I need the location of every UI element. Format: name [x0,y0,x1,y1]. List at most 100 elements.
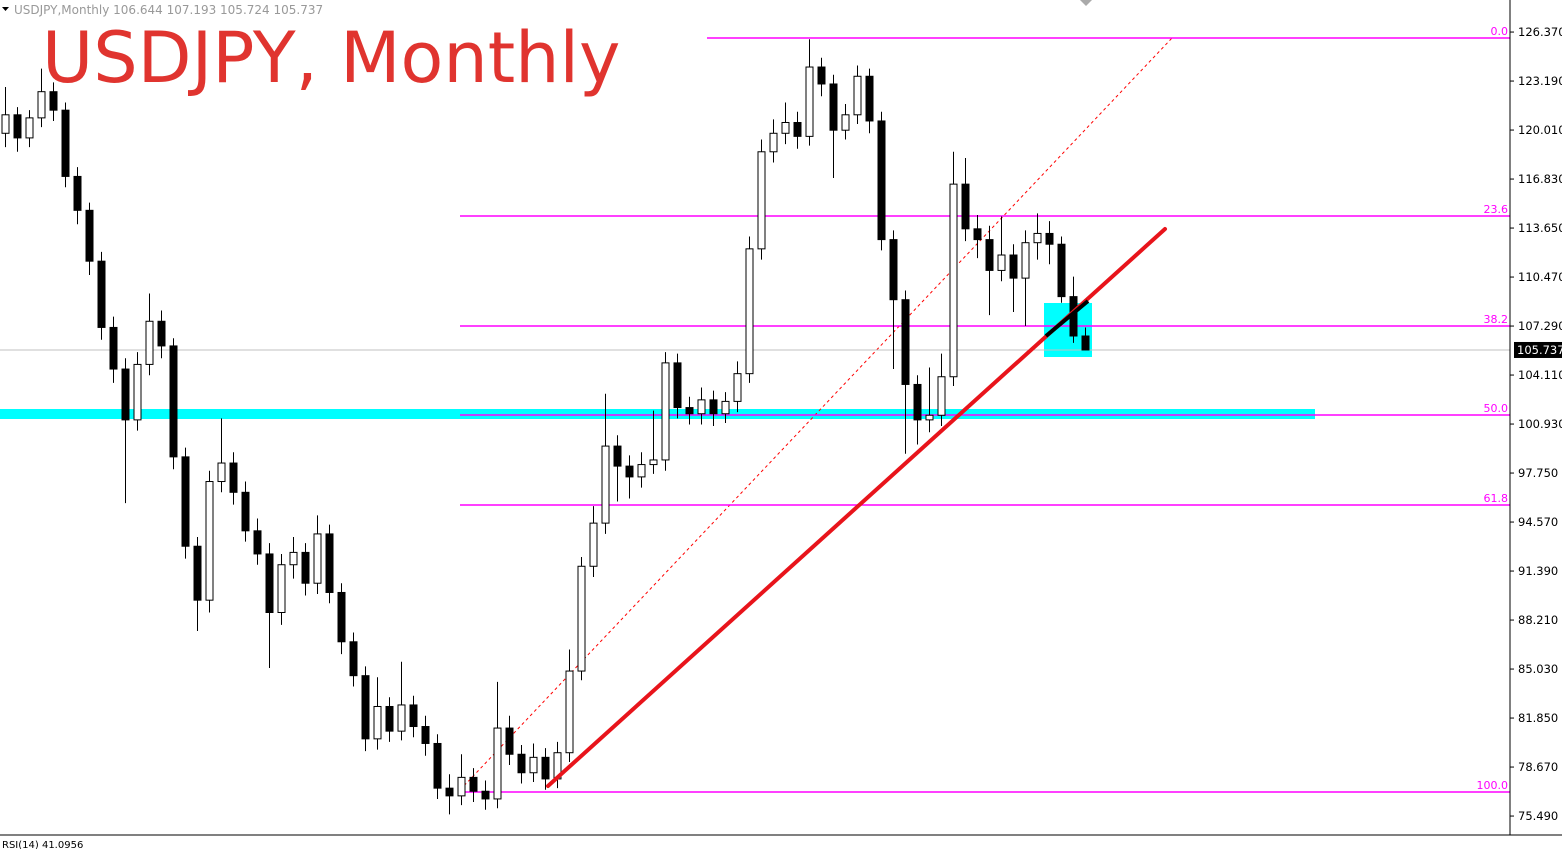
candle-body [373,705,382,740]
candle-body [961,183,970,230]
candle-body [577,565,586,672]
candle-body [1,114,10,134]
candle-body [61,109,70,177]
candle-body [145,320,154,365]
indicator-label: RSI(14) 41.0956 [2,840,83,849]
candle-body [469,776,478,792]
candle-body [109,326,118,370]
candle-body [709,399,718,415]
drawing-layer [0,37,1510,793]
menu-arrow [2,7,9,11]
candle-body [397,704,406,732]
last-price-label: 105.737 [1517,343,1562,357]
candle-body [685,407,694,415]
y-tick-label: 81.850 [1518,711,1558,725]
candle-body [517,753,526,774]
candle-body [829,83,838,131]
support-band [0,409,1315,419]
candle-body [37,91,46,119]
candle-body [613,445,622,467]
candle-body [73,175,82,211]
candle-body [1033,232,1042,244]
y-tick-label: 107.290 [1518,319,1562,333]
candles [1,39,1090,815]
candle-body [457,776,466,797]
candle-body [1045,232,1054,245]
y-tick-label: 110.470 [1518,270,1562,284]
symbol-header: USDJPY,Monthly 106.644 107.193 105.724 1… [14,3,323,17]
y-tick-label: 123.190 [1518,74,1562,88]
candle-body [625,465,634,478]
fib-label: 0.0 [1491,25,1509,38]
drawing-layer [546,227,1167,788]
candle-body [949,183,958,378]
candle-body [793,121,802,137]
candle-body [409,704,418,728]
candle-body [229,462,238,493]
y-tick-label: 85.030 [1518,662,1558,676]
candle-body [1057,243,1066,298]
candle-body [1009,254,1018,279]
last-price-box [1514,341,1562,358]
candle-body [157,320,166,347]
candle-body [385,705,394,732]
candle-body [985,239,994,271]
candle-body [865,75,874,122]
candle-body [913,383,922,421]
candle-body [85,209,94,262]
break-marker [1044,299,1090,338]
candle-body [697,399,706,415]
y-tick-label: 97.750 [1518,466,1558,480]
candle-body [529,756,538,774]
candle-body [505,727,514,755]
candle-body [781,121,790,134]
fib-trend-line [459,37,1173,791]
candle-body [181,456,190,547]
candle-body [649,459,658,466]
candle-body [997,254,1006,271]
candle-body [421,726,430,744]
candle-body [337,591,346,643]
candle-body [1081,335,1090,351]
candle-body [121,368,130,421]
candle-body [889,239,898,301]
y-tick-label: 91.390 [1518,564,1558,578]
candle-body [13,114,22,139]
candle-body [265,553,274,613]
fib-label: 23.6 [1484,203,1509,216]
y-tick-label: 75.490 [1518,809,1558,823]
y-tick-label: 116.830 [1518,172,1562,186]
candle-body [253,530,262,555]
candle-body [325,533,334,593]
fib-label: 38.2 [1484,313,1509,326]
fib-label: 50.0 [1484,402,1509,415]
candle-body [97,260,106,328]
candle-body [481,790,490,800]
fib-label: 100.0 [1477,779,1509,792]
y-tick-label: 100.930 [1518,417,1562,431]
candle-body [493,727,502,800]
candle-body [853,75,862,116]
candle-body [721,400,730,415]
candle-body [277,564,286,613]
candle-body [445,787,454,797]
candle-body [289,551,298,566]
candle-body [193,545,202,601]
candle-body [601,445,610,524]
candle-body [745,248,754,375]
candle-body [361,675,370,740]
candle-body [937,376,946,416]
y-tick-label: 104.110 [1518,368,1562,382]
candle-body [313,533,322,584]
candle-body [1021,242,1030,279]
candle-body [661,362,670,461]
candle-body [589,522,598,567]
candle-body [169,345,178,458]
candle-body [565,670,574,754]
candle-body [217,462,226,483]
candle-body [349,641,358,677]
candle-body [133,363,142,421]
candle-body [841,114,850,131]
